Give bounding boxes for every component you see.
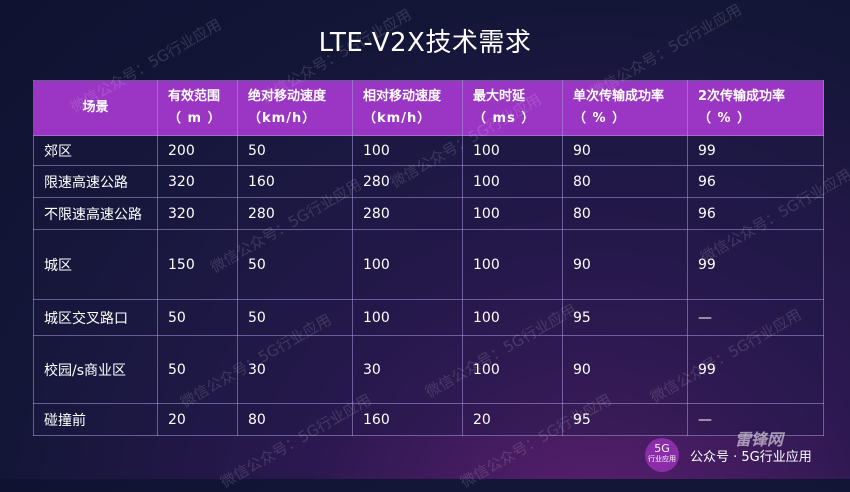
table-row: 校园/s商业区 50 30 30 100 90 99 — [33, 335, 824, 404]
table-cell: 100 — [462, 335, 563, 404]
table-cell: 50 — [237, 229, 353, 300]
badge-sub-text: 行业应用 — [648, 455, 676, 463]
table-cell: 90 — [562, 135, 688, 166]
table-cell: 100 — [462, 299, 563, 336]
table-cell: 100 — [462, 229, 563, 300]
table-row: 城区交叉路口 50 50 100 100 95— — [33, 299, 824, 336]
header-range: 有效范围（ m ） — [157, 80, 238, 136]
table-cell: 95 — [562, 299, 688, 336]
table-cell: 150 — [157, 229, 238, 300]
table-cell: 80 — [562, 165, 688, 198]
table-cell: 100 — [352, 299, 463, 336]
header-max-latency: 最大时延（ ms ） — [462, 80, 563, 136]
table-cell: 90 — [562, 229, 688, 300]
table-header-row: 场景 有效范围（ m ） 绝对移动速度 （km/h） 相对移动速度 （km/h） 最… — [33, 80, 824, 136]
table-cell: 280 — [352, 165, 463, 198]
header-scene: 场景 — [33, 80, 158, 136]
table-cell: 30 — [237, 335, 353, 404]
table-row: 限速高速公路 320 160 280 100 80 96 — [33, 165, 824, 198]
table-cell: 100 — [462, 165, 563, 198]
table-cell: — — [687, 299, 824, 336]
table-cell: 99 — [687, 335, 824, 404]
header-single-success: 单次传输成功率（ % ） — [562, 80, 688, 136]
table-cell: 50 — [157, 299, 238, 336]
table-cell: 280 — [237, 197, 353, 230]
table-cell: 20 — [462, 403, 563, 436]
table-cell: 100 — [462, 197, 563, 230]
table-cell: 96 — [687, 197, 824, 230]
table-cell: — — [687, 403, 824, 436]
table-row: 碰撞前 20 80 160 20 95— — [33, 403, 824, 436]
table-cell: 280 — [352, 197, 463, 230]
table-cell: 160 — [352, 403, 463, 436]
header-double-success: 2次传输成功率（ % ） — [687, 80, 824, 136]
5g-logo-badge: 5G 行业应用 — [645, 438, 679, 472]
table-cell: 90 — [562, 335, 688, 404]
requirements-table: 场景 有效范围（ m ） 绝对移动速度 （km/h） 相对移动速度 （km/h） 最… — [33, 80, 824, 436]
table-cell: 城区 — [33, 229, 158, 300]
table-cell: 200 — [157, 135, 238, 166]
table-cell: 50 — [237, 299, 353, 336]
table-cell: 95 — [562, 403, 688, 436]
header-absolute-speed: 绝对移动速度 （km/h） — [237, 80, 353, 136]
table-cell: 20 — [157, 403, 238, 436]
brand-watermark-logo: 雷锋网 — [735, 430, 784, 449]
table-cell: 50 — [237, 135, 353, 166]
table-cell: 不限速高速公路 — [33, 197, 158, 230]
table-row: 郊区 200 50 100 100 90 99 — [33, 135, 824, 166]
table-cell: 160 — [237, 165, 353, 198]
table-cell: 320 — [157, 197, 238, 230]
table-cell: 限速高速公路 — [33, 165, 158, 198]
table-cell: 80 — [562, 197, 688, 230]
table-cell: 城区交叉路口 — [33, 299, 158, 336]
page-title: LTE-V2X技术需求 — [318, 28, 532, 58]
table-cell: 郊区 — [33, 135, 158, 166]
table-cell: 校园/s商业区 — [33, 335, 158, 404]
table-cell: 320 — [157, 165, 238, 198]
table-cell: 50 — [157, 335, 238, 404]
table-cell: 100 — [462, 135, 563, 166]
table-cell: 碰撞前 — [33, 403, 158, 436]
table-row: 城区 150 50 100 100 90 99 — [33, 229, 824, 300]
table-cell: 99 — [687, 135, 824, 166]
header-relative-speed: 相对移动速度 （km/h） — [352, 80, 463, 136]
table-cell: 30 — [352, 335, 463, 404]
table-cell: 80 — [237, 403, 353, 436]
table-cell: 100 — [352, 229, 463, 300]
table-cell: 96 — [687, 165, 824, 198]
table-cell: 100 — [352, 135, 463, 166]
table-row: 不限速高速公路 320 280 280 100 80 96 — [33, 197, 824, 230]
account-label: 公众号 · 5G行业应用 — [690, 450, 812, 465]
table-cell: 99 — [687, 229, 824, 300]
badge-main-text: 5G — [654, 442, 670, 455]
